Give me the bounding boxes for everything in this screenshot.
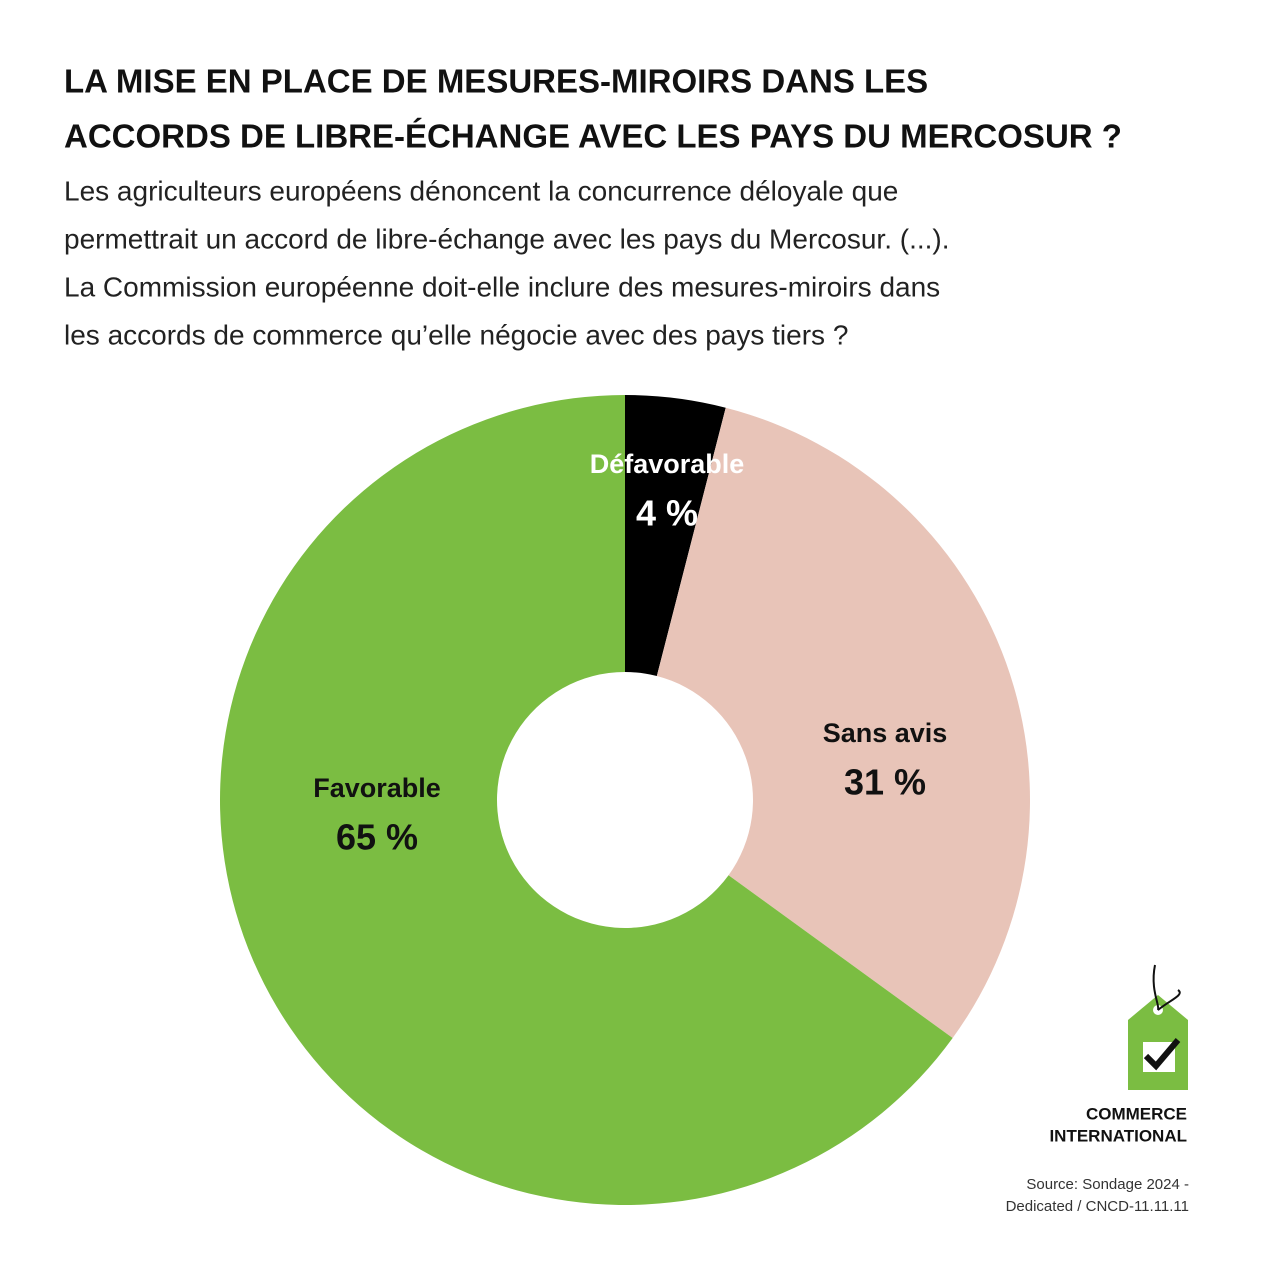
slice-label: Sans avis xyxy=(823,718,948,748)
source: Source: Sondage 2024 - xyxy=(1026,1176,1189,1193)
logo-text: INTERNATIONAL xyxy=(1049,1126,1187,1145)
subtitle: Les agriculteurs européens dénoncent la … xyxy=(64,175,898,206)
slice-label: Défavorable xyxy=(590,449,745,479)
chart-title: LA MISE EN PLACE DE MESURES-MIROIRS DANS… xyxy=(64,63,928,100)
chart-title: ACCORDS DE LIBRE-ÉCHANGE AVEC LES PAYS D… xyxy=(64,118,1122,155)
donut-slice xyxy=(625,395,726,677)
value-label: 65 % xyxy=(336,817,418,858)
donut-slice xyxy=(219,395,953,1205)
donut-slice xyxy=(656,407,1030,1039)
subtitle: les accords de commerce qu’elle négocie … xyxy=(64,319,848,350)
logo-text: COMMERCE xyxy=(1086,1104,1187,1123)
slice-label: Favorable xyxy=(313,773,441,803)
source: Dedicated / CNCD-11.11.11 xyxy=(1006,1198,1189,1215)
subtitle: La Commission européenne doit-elle inclu… xyxy=(64,271,940,302)
value-label: 31 % xyxy=(844,762,926,803)
value-label: 4 % xyxy=(636,493,698,534)
logo-icon xyxy=(1128,964,1188,1090)
subtitle: permettrait un accord de libre-échange a… xyxy=(64,223,950,254)
